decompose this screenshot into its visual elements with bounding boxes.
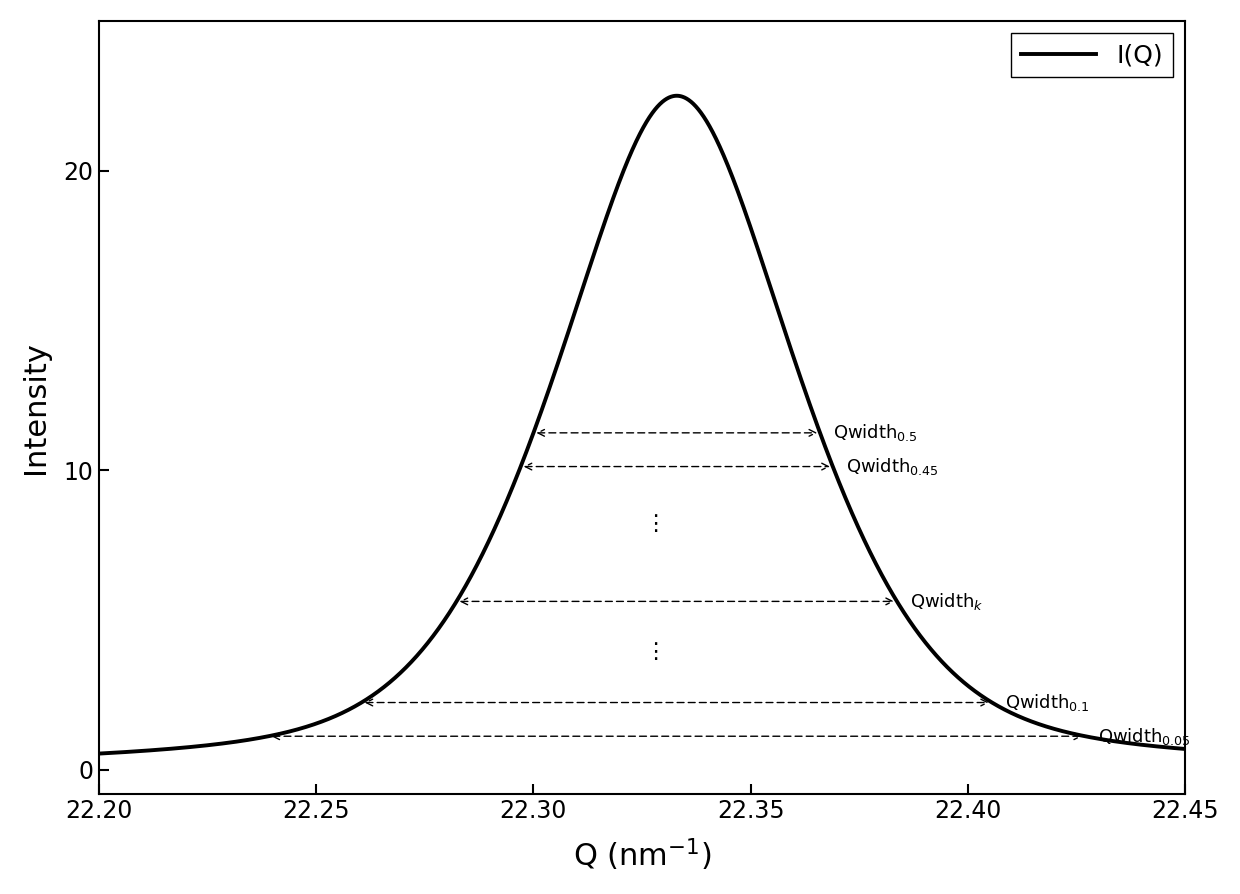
I(Q) bbox=[508, 475, 523, 485]
I(Q) bbox=[1157, 742, 1172, 753]
I(Q) bbox=[670, 90, 684, 101]
I(Q) bbox=[1040, 721, 1055, 732]
Text: Qwidth$_{0.5}$: Qwidth$_{0.5}$ bbox=[833, 422, 918, 443]
Text: ⋮: ⋮ bbox=[644, 514, 666, 534]
Text: Qwidth$_{0.45}$: Qwidth$_{0.45}$ bbox=[846, 456, 939, 477]
Line: I(Q): I(Q) bbox=[99, 96, 1185, 754]
I(Q) bbox=[92, 748, 107, 759]
Legend: I(Q): I(Q) bbox=[1012, 33, 1173, 78]
Text: Qwidth$_{\it 0.1}$: Qwidth$_{\it 0.1}$ bbox=[1004, 692, 1090, 713]
I(Q) bbox=[556, 344, 570, 355]
I(Q) bbox=[1178, 744, 1193, 755]
Y-axis label: Intensity: Intensity bbox=[21, 341, 50, 474]
Text: ⋮: ⋮ bbox=[644, 642, 666, 662]
Text: Qwidth$_{\it 0.05}$: Qwidth$_{\it 0.05}$ bbox=[1097, 726, 1190, 746]
X-axis label: Q (nm$^{-1}$): Q (nm$^{-1}$) bbox=[573, 837, 712, 873]
Text: Qwidth$_{k}$: Qwidth$_{k}$ bbox=[910, 591, 983, 611]
I(Q) bbox=[215, 738, 229, 749]
I(Q) bbox=[279, 727, 294, 738]
